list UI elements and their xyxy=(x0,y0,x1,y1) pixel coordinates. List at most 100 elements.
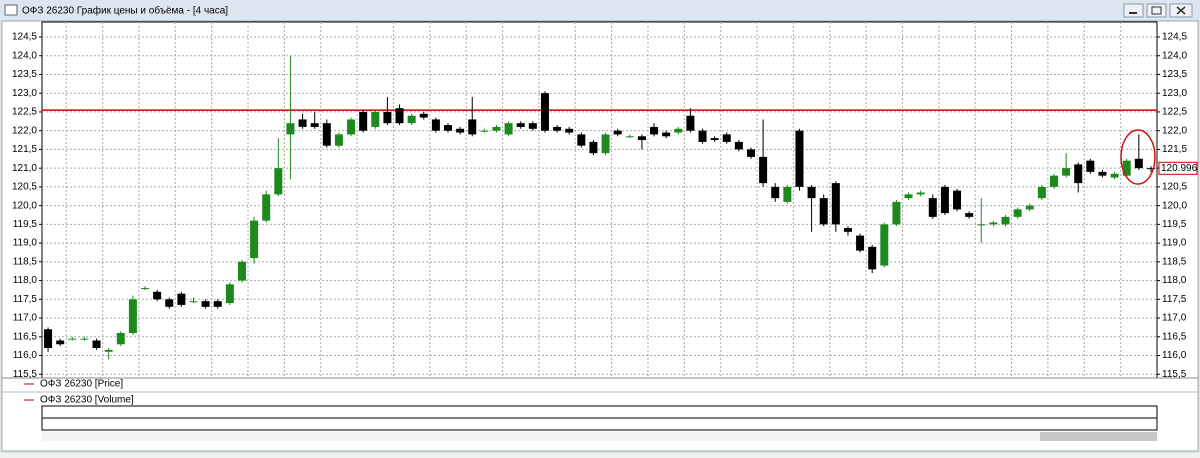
y-tick-label: 118,0 xyxy=(13,275,38,286)
candle-body xyxy=(977,224,986,226)
candle-body xyxy=(577,134,586,146)
maximize-button[interactable] xyxy=(1146,3,1167,18)
candle-body xyxy=(407,115,416,124)
candle-body xyxy=(831,183,840,225)
last-price-label: 120.996 xyxy=(1161,163,1198,174)
candle-body xyxy=(225,284,234,304)
candle-body xyxy=(116,333,125,345)
candle-body xyxy=(237,261,246,281)
candle-body xyxy=(1122,160,1131,176)
y-tick-label: 122,5 xyxy=(1162,107,1187,118)
window-title: ОФЗ 26230 График цены и объёма - [4 часа… xyxy=(22,5,228,17)
candle-body xyxy=(322,123,331,146)
candle-body xyxy=(953,190,962,210)
y-tick-label: 122,5 xyxy=(12,107,37,118)
candle-body xyxy=(601,134,610,154)
y-tick-label: 120,5 xyxy=(12,182,37,193)
candle-body xyxy=(746,149,755,157)
candle-body xyxy=(1074,164,1083,184)
candle-body xyxy=(795,130,804,187)
y-tick-label: 122,0 xyxy=(12,125,37,136)
candle-body xyxy=(359,111,368,131)
y-tick-label: 117,0 xyxy=(13,313,38,324)
candle-body xyxy=(565,128,574,133)
candle-body xyxy=(92,340,101,349)
highlight-ellipse xyxy=(1120,129,1156,185)
y-tick-label: 117,5 xyxy=(13,294,38,305)
candle-body xyxy=(856,235,865,251)
candle-body xyxy=(298,119,307,127)
candle-body xyxy=(904,194,913,199)
plot-area xyxy=(41,21,1158,379)
candle-body xyxy=(189,301,198,303)
window-icon xyxy=(4,4,18,16)
candle-body xyxy=(843,228,852,232)
scrollbar[interactable] xyxy=(42,432,1157,441)
candle-body xyxy=(68,338,77,340)
candle-body xyxy=(916,192,925,195)
candle-body xyxy=(286,123,295,135)
candle-body xyxy=(637,136,646,141)
y-tick-label: 116,0 xyxy=(1162,350,1187,361)
y-tick-label: 123,0 xyxy=(1162,88,1187,99)
y-tick-label: 119,0 xyxy=(1162,238,1187,249)
candle-body xyxy=(213,301,222,307)
y-tick-label: 118,5 xyxy=(1162,256,1187,267)
candle-body xyxy=(928,198,937,217)
candle-body xyxy=(759,156,768,184)
candle-body xyxy=(201,301,210,307)
y-tick-label: 119,0 xyxy=(13,238,38,249)
y-tick-label: 115,5 xyxy=(1162,369,1187,380)
candle-body xyxy=(516,123,525,127)
candle-body xyxy=(153,291,162,300)
candle-body xyxy=(165,299,174,307)
candle-body xyxy=(371,111,380,127)
candle-body xyxy=(783,186,792,202)
y-tick-label: 123,0 xyxy=(12,88,37,99)
candle-body xyxy=(1110,173,1119,178)
title-bar xyxy=(0,0,1200,20)
candle-body xyxy=(1049,175,1058,187)
y-tick-label: 116,0 xyxy=(13,350,38,361)
candle-body xyxy=(807,186,816,199)
scrollbar-thumb[interactable] xyxy=(1040,432,1157,441)
candle-body xyxy=(540,93,549,131)
candle-body xyxy=(880,224,889,266)
candle-body xyxy=(347,119,356,135)
candle-body xyxy=(1086,160,1095,172)
y-tick-label: 121,5 xyxy=(1162,144,1187,155)
candle-body xyxy=(468,119,477,135)
legend-entry: ОФЗ 26230 [Price] xyxy=(40,379,123,390)
candle-body xyxy=(722,134,731,142)
candle-body xyxy=(395,108,404,124)
y-tick-label: 123,5 xyxy=(12,69,37,80)
candle-body xyxy=(177,293,186,305)
y-tick-label: 116,5 xyxy=(1162,331,1187,342)
candle-body xyxy=(965,213,974,217)
y-tick-label: 124,5 xyxy=(12,32,37,43)
candle-body xyxy=(662,132,671,137)
y-tick-label: 118,0 xyxy=(1162,275,1187,286)
window-buttons[interactable] xyxy=(1123,3,1193,18)
candle-body xyxy=(444,125,453,131)
candle-body xyxy=(492,126,501,131)
candle-body xyxy=(613,130,622,135)
candle-body xyxy=(1013,209,1022,217)
candle-body xyxy=(1062,168,1071,176)
candle-body xyxy=(250,220,259,259)
y-tick-label: 119,5 xyxy=(13,219,38,230)
candle-body xyxy=(128,299,137,334)
candle-body xyxy=(334,134,343,146)
minimize-button[interactable] xyxy=(1123,3,1144,18)
candle-body xyxy=(771,186,780,199)
legend-entry: ОФЗ 26230 [Volume] xyxy=(40,395,134,406)
candle-body xyxy=(650,126,659,135)
y-tick-label: 121,5 xyxy=(12,144,37,155)
candle-body xyxy=(989,222,998,225)
candle-body xyxy=(456,128,465,133)
y-tick-label: 117,5 xyxy=(1162,294,1187,305)
candle-body xyxy=(1001,216,1010,225)
candle-body xyxy=(734,141,743,150)
